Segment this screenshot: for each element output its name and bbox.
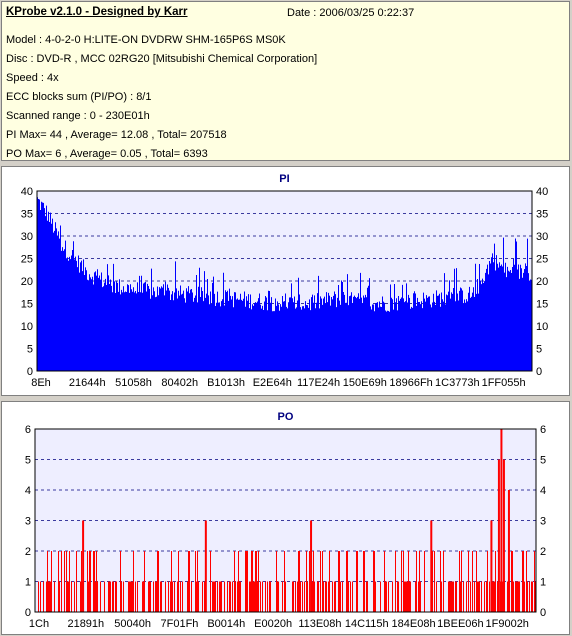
info-speed: Speed : 4x [6,72,59,84]
pi-chart: PI 0 0 5 5 10 10 15 15 20 20 25 25 30 30 35 35 40 40 8Eh 216… [21,173,549,389]
y-tick-right: 35 [536,209,548,221]
x-tick-label: 51058h [115,377,152,389]
x-tick-label: 150E69h [343,377,387,389]
y-tick-left: 3 [25,516,31,528]
x-tick-label: 80402h [161,377,198,389]
y-tick-right: 30 [536,231,548,243]
x-tick-label: 1Ch [29,618,49,630]
y-tick-right: 5 [540,455,546,467]
y-tick-right: 0 [540,607,546,619]
app-title: KProbe v2.1.0 - Designed by Karr [6,6,188,18]
x-tick-label: B0014h [207,618,245,630]
x-tick-label: 113E08h [298,618,341,630]
y-tick-right: 5 [536,344,542,356]
x-tick-label: E0020h [254,618,292,630]
info-po-stats: PO Max= 6 , Average= 0.05 , Total= 6393 [6,148,208,160]
y-tick-right: 40 [536,186,548,198]
chart-title: PO [278,411,294,423]
y-tick-left: 0 [25,607,31,619]
po-chart: PO 0 0 1 1 2 2 3 3 4 4 5 5 6 6 1Ch 21891h 50040h 7F01Fh B00… [25,411,546,630]
y-tick-right: 15 [536,299,548,311]
y-tick-left: 4 [25,485,31,497]
info-range: Scanned range : 0 - 230E01h [6,110,150,122]
plot-border [36,190,533,372]
x-tick-label: 1BEE06h [437,618,483,630]
y-tick-left: 10 [21,321,33,333]
x-tick-label: 50040h [114,618,151,630]
x-tick-label: 18966Fh [389,377,432,389]
y-tick-left: 2 [25,546,31,558]
plot-border [34,428,537,613]
po-chart-panel: PO 0 0 1 1 2 2 3 3 4 4 5 5 6 6 1Ch 21891h 50040h 7F01Fh B00… [1,401,570,635]
y-tick-left: 1 [25,577,31,589]
x-tick-label: 117E24h [297,377,340,389]
x-tick-label: 14C115h [345,618,389,630]
x-tick-label: 7F01Fh [161,618,199,630]
y-tick-right: 20 [536,276,548,288]
y-tick-left: 20 [21,276,33,288]
x-tick-label: 184E08h [392,618,436,630]
x-tick-label: 1C3773h [435,377,480,389]
y-tick-left: 35 [21,209,33,221]
y-tick-left: 0 [27,366,33,378]
y-tick-left: 25 [21,254,33,266]
y-tick-left: 40 [21,186,33,198]
y-tick-right: 2 [540,546,546,558]
y-tick-right: 6 [540,424,546,436]
x-tick-label: 1F9002h [486,618,529,630]
x-tick-label: 1FF055h [482,377,526,389]
y-tick-left: 5 [25,455,31,467]
x-tick-label: B1013h [207,377,245,389]
scan-date: Date : 2006/03/25 0:22:37 [287,7,415,19]
info-panel: KProbe v2.1.0 - Designed by Karr Date : … [1,1,570,161]
y-tick-left: 6 [25,424,31,436]
x-tick-label: 21644h [69,377,106,389]
y-tick-right: 3 [540,516,546,528]
info-model: Model : 4-0-2-0 H:LITE-ON DVDRW SHM-165P… [6,34,286,46]
y-tick-left: 30 [21,231,33,243]
y-tick-right: 25 [536,254,548,266]
y-tick-right: 4 [540,485,546,497]
y-tick-left: 15 [21,299,33,311]
info-pi-stats: PI Max= 44 , Average= 12.08 , Total= 207… [6,129,227,141]
y-tick-right: 10 [536,321,548,333]
x-tick-label: E2E64h [253,377,292,389]
pi-chart-panel: PI 0 0 5 5 10 10 15 15 20 20 25 25 30 30 35 35 40 40 8Eh 216… [1,166,570,396]
chart-title: PI [279,173,289,185]
x-tick-label: 8Eh [31,377,51,389]
y-tick-left: 5 [27,344,33,356]
po-bars [38,429,536,612]
y-tick-right: 0 [536,366,542,378]
info-ecc: ECC blocks sum (PI/PO) : 8/1 [6,91,152,103]
x-tick-label: 21891h [67,618,104,630]
info-disc: Disc : DVD-R , MCC 02RG20 [Mitsubishi Ch… [6,53,318,65]
y-tick-right: 1 [540,577,546,589]
